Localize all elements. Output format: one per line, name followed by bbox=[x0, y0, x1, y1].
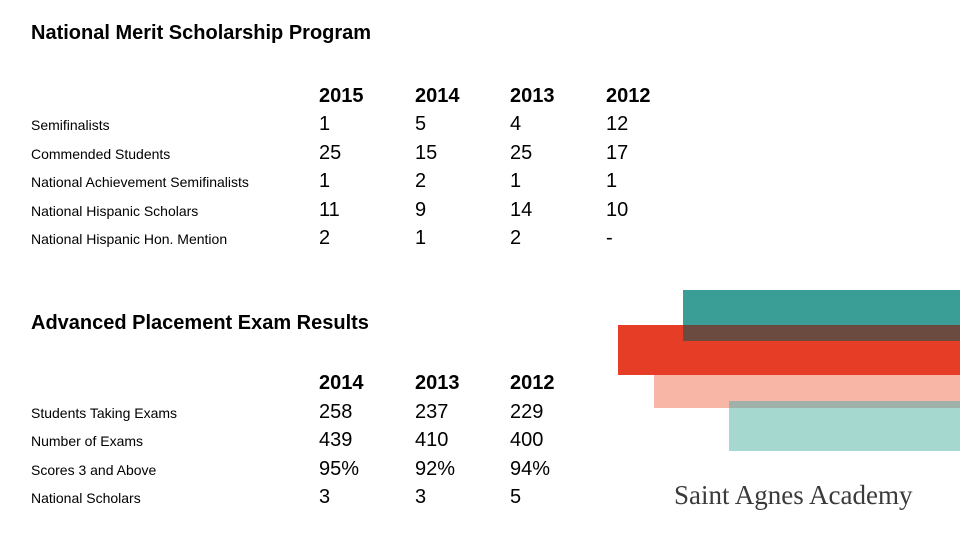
row-value: 15 bbox=[415, 142, 438, 164]
row-value: 2 bbox=[319, 227, 331, 249]
row-value: 25 bbox=[319, 142, 342, 164]
table-row: Scores 3 and Above 95% 92% 94% bbox=[31, 453, 731, 481]
merit-year: 2013 bbox=[510, 85, 555, 107]
row-label: National Scholars bbox=[31, 490, 141, 506]
merit-title: National Merit Scholarship Program bbox=[31, 22, 372, 44]
row-value: - bbox=[606, 227, 613, 249]
row-value: 1 bbox=[319, 113, 331, 135]
table-row: National Achievement Semifinalists 1 2 1… bbox=[31, 165, 731, 193]
row-label: Scores 3 and Above bbox=[31, 462, 157, 478]
merit-year: 2012 bbox=[606, 85, 651, 107]
row-value: 95% bbox=[319, 458, 360, 480]
row-value: 11 bbox=[319, 199, 340, 221]
row-value: 1 bbox=[606, 170, 618, 192]
row-value: 14 bbox=[510, 199, 533, 221]
row-value: 4 bbox=[510, 113, 522, 135]
row-value: 5 bbox=[510, 486, 522, 508]
ap-year: 2014 bbox=[319, 372, 364, 394]
merit-year-header: 2015 2014 2013 2012 bbox=[31, 80, 731, 108]
row-label: Students Taking Exams bbox=[31, 405, 178, 421]
row-value: 1 bbox=[415, 227, 427, 249]
row-value: 5 bbox=[415, 113, 427, 135]
row-value: 2 bbox=[510, 227, 522, 249]
table-row: Commended Students 25 15 25 17 bbox=[31, 137, 731, 165]
row-value: 3 bbox=[319, 486, 331, 508]
row-value: 94% bbox=[510, 458, 551, 480]
table-row: National Hispanic Scholars 11 9 14 10 bbox=[31, 194, 731, 222]
merit-year: 2015 bbox=[319, 85, 364, 107]
ap-year-header: 2014 2013 2012 bbox=[31, 367, 731, 395]
logo-band-overlap bbox=[683, 325, 960, 341]
merit-year: 2014 bbox=[415, 85, 460, 107]
table-row: Semifinalists 1 5 4 12 bbox=[31, 108, 731, 136]
row-value: 1 bbox=[510, 170, 522, 192]
logo-band-shadow bbox=[729, 401, 960, 408]
row-value: 10 bbox=[606, 199, 629, 221]
table-row: National Scholars 3 3 5 bbox=[31, 481, 731, 509]
row-value: 229 bbox=[510, 401, 544, 423]
school-logo-text: Saint Agnes Academy bbox=[674, 480, 913, 510]
row-value: 400 bbox=[510, 429, 544, 451]
row-value: 12 bbox=[606, 113, 629, 135]
row-label: Number of Exams bbox=[31, 433, 144, 449]
row-label: Semifinalists bbox=[31, 117, 110, 133]
row-value: 1 bbox=[319, 170, 331, 192]
logo-band-teal bbox=[683, 290, 960, 325]
table-row: National Hispanic Hon. Mention 2 1 2 - bbox=[31, 222, 731, 250]
row-value: 2 bbox=[415, 170, 427, 192]
row-value: 9 bbox=[415, 199, 427, 221]
row-label: National Hispanic Hon. Mention bbox=[31, 231, 228, 247]
row-value: 439 bbox=[319, 429, 353, 451]
row-value: 258 bbox=[319, 401, 353, 423]
ap-title: Advanced Placement Exam Results bbox=[31, 312, 369, 334]
logo-band-mint bbox=[729, 408, 960, 451]
row-value: 25 bbox=[510, 142, 533, 164]
row-value: 410 bbox=[415, 429, 449, 451]
row-label: National Achievement Semifinalists bbox=[31, 174, 249, 190]
row-label: Commended Students bbox=[31, 146, 171, 162]
ap-year: 2013 bbox=[415, 372, 460, 394]
row-value: 237 bbox=[415, 401, 449, 423]
row-value: 92% bbox=[415, 458, 456, 480]
table-row: Students Taking Exams 258 237 229 bbox=[31, 396, 731, 424]
row-value: 3 bbox=[415, 486, 427, 508]
row-value: 17 bbox=[606, 142, 629, 164]
ap-year: 2012 bbox=[510, 372, 555, 394]
table-row: Number of Exams 439 410 400 bbox=[31, 424, 731, 452]
row-label: National Hispanic Scholars bbox=[31, 203, 199, 219]
